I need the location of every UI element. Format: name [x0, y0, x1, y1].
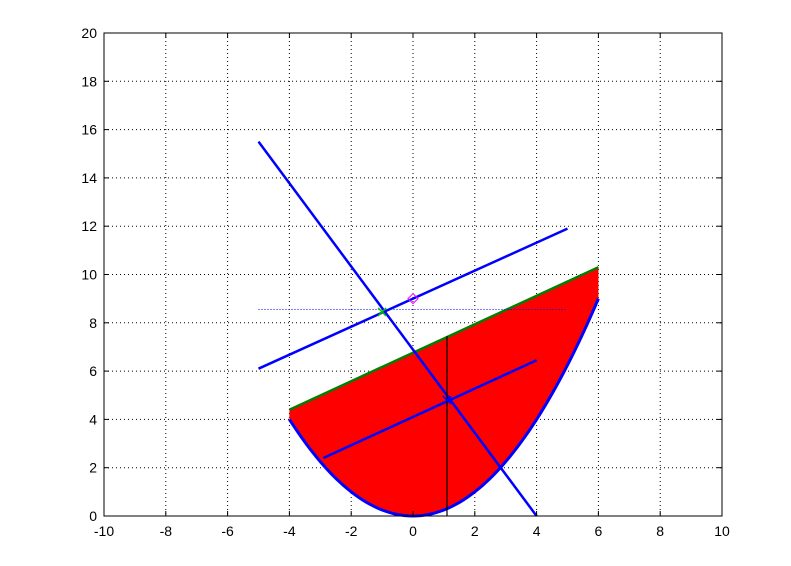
x-tick-label: 8	[656, 523, 664, 539]
x-tick-label: 2	[471, 523, 479, 539]
y-tick-label: 4	[89, 411, 97, 427]
y-tick-label: 0	[89, 508, 97, 524]
x-tick-label: -10	[94, 523, 114, 539]
y-tick-label: 14	[81, 170, 97, 186]
diamond-marker	[407, 292, 419, 305]
blue-line	[322, 359, 538, 460]
x-tick-label: -8	[160, 523, 173, 539]
y-tick-label: 12	[81, 218, 97, 234]
y-tick-label: 2	[89, 460, 97, 476]
y-tick-label: 16	[81, 122, 97, 138]
x-tick-label: -6	[221, 523, 234, 539]
y-tick-label: 6	[89, 363, 97, 379]
y-tick-label: 8	[89, 315, 97, 331]
plot-area	[257, 140, 600, 518]
x-tick-label: -2	[345, 523, 358, 539]
blue-line	[257, 140, 538, 517]
y-tick-label: 18	[81, 73, 97, 89]
tick-labels: -10 -8 -6 -4 -2 0 2 4 6 8 10 0 2 4 6 8 10 12 14 16 18 20	[81, 25, 730, 539]
x-marker-stroke	[377, 307, 387, 317]
x-tick-label: 10	[714, 523, 730, 539]
ticks	[103, 32, 723, 517]
x-tick-label: 4	[533, 523, 541, 539]
blue-line	[257, 227, 569, 370]
x-marker-stroke	[442, 395, 452, 405]
x-tick-label: 6	[595, 523, 603, 539]
x-marker	[377, 307, 387, 317]
x-marker	[442, 395, 452, 405]
chord-line	[288, 266, 599, 411]
parabola-curve	[288, 298, 600, 518]
x-tick-label: 0	[409, 523, 417, 539]
y-tick-label: 10	[81, 267, 97, 283]
x-tick-label: -4	[283, 523, 296, 539]
y-tick-label: 20	[81, 25, 97, 41]
